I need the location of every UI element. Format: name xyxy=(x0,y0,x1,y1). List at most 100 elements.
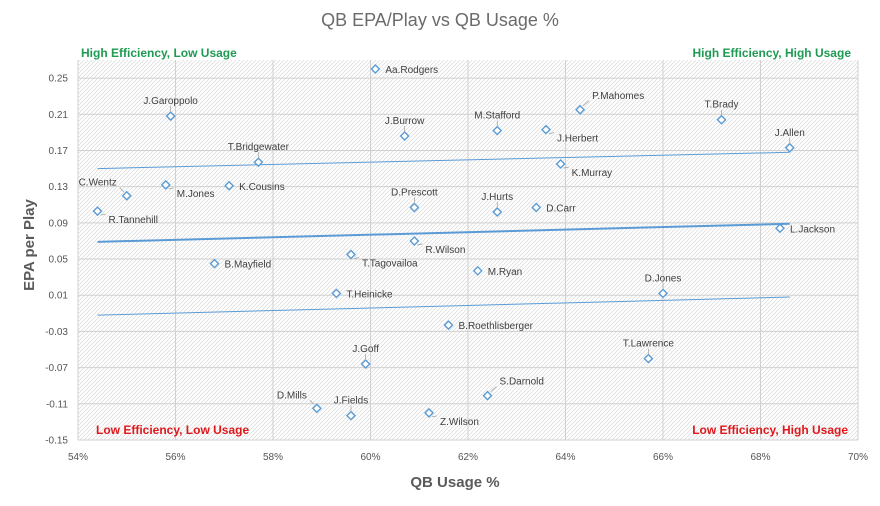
point-label-d-prescott: D.Prescott xyxy=(391,187,438,198)
y-tick-label: -0.15 xyxy=(45,436,68,447)
point-j-burrow[interactable] xyxy=(399,131,410,141)
x-tick-label: 54% xyxy=(68,452,88,463)
x-tick-label: 60% xyxy=(360,452,380,463)
point-m-jones[interactable] xyxy=(160,179,171,190)
x-tick-label: 62% xyxy=(458,452,478,463)
leader-line-z-wilson xyxy=(431,415,438,418)
y-axis-title: EPA per Play xyxy=(21,198,38,290)
point-label-l-jackson: L.Jackson xyxy=(790,224,835,235)
leader-line-m-jones xyxy=(168,187,174,190)
leader-line-j-herbert xyxy=(548,132,555,135)
point-z-wilson[interactable] xyxy=(424,407,434,418)
y-tick-label: 0.21 xyxy=(49,110,69,121)
leader-line-c-wentz xyxy=(119,187,125,192)
point-label-m-ryan: M.Ryan xyxy=(488,267,522,278)
point-d-jones[interactable] xyxy=(658,288,668,299)
leader-line-r-wilson xyxy=(417,243,423,246)
point-s-darnold[interactable] xyxy=(482,390,493,401)
point-r-wilson[interactable] xyxy=(409,235,420,246)
point-label-t-lawrence: T.Lawrence xyxy=(623,339,675,350)
point-k-murray[interactable] xyxy=(555,159,566,170)
trendline-upper-band xyxy=(97,151,790,170)
point-t-bridgewater[interactable] xyxy=(253,157,264,168)
point-label-j-herbert: J.Herbert xyxy=(557,134,598,145)
point-label-aa-rodgers: Aa.Rodgers xyxy=(385,65,438,76)
point-label-j-allen: J.Allen xyxy=(775,128,805,139)
leader-line-s-darnold xyxy=(490,386,497,392)
leader-line-r-tannehill xyxy=(100,213,106,216)
quadrant-label-top-right: High Efficiency, High Usage xyxy=(693,46,852,60)
point-d-prescott[interactable] xyxy=(409,202,420,213)
x-tick-label: 56% xyxy=(165,452,185,463)
point-label-k-murray: K.Murray xyxy=(572,168,613,179)
point-j-herbert[interactable] xyxy=(541,124,551,135)
point-label-b-roethlisberger: B.Roethlisberger xyxy=(459,321,534,332)
y-tick-label: -0.03 xyxy=(45,327,68,338)
point-t-lawrence[interactable] xyxy=(643,353,654,364)
x-tick-label: 70% xyxy=(848,452,868,463)
x-tick-label: 66% xyxy=(653,452,673,463)
leader-line-t-tagovailoa xyxy=(353,257,360,259)
y-tick-label: 0.25 xyxy=(49,74,69,85)
point-t-brady[interactable] xyxy=(716,114,727,125)
point-label-j-hurts: J.Hurts xyxy=(481,192,513,203)
point-label-d-jones: D.Jones xyxy=(645,273,682,284)
point-label-t-heinicke: T.Heinicke xyxy=(346,289,393,300)
y-tick-label: 0.13 xyxy=(49,182,69,193)
trendline-trend xyxy=(97,222,790,243)
leader-line-p-mahomes xyxy=(582,100,590,107)
point-aa-rodgers[interactable] xyxy=(370,64,381,75)
quadrant-label-top-left: High Efficiency, Low Usage xyxy=(81,46,237,60)
quadrant-label-bottom-left: Low Efficiency, Low Usage xyxy=(96,423,249,437)
x-tick-label: 68% xyxy=(750,452,770,463)
point-label-t-brady: T.Brady xyxy=(705,100,739,111)
y-tick-label: 0.01 xyxy=(49,291,69,302)
point-label-k-cousins: K.Cousins xyxy=(239,182,285,193)
x-axis-title: QB Usage % xyxy=(410,474,499,491)
point-d-mills[interactable] xyxy=(311,403,322,414)
leader-line-d-mills xyxy=(309,400,315,405)
point-l-jackson[interactable] xyxy=(775,223,785,234)
point-label-j-burrow: J.Burrow xyxy=(385,116,425,127)
point-c-wentz[interactable] xyxy=(121,190,132,201)
point-b-roethlisberger[interactable] xyxy=(443,320,454,331)
point-j-garoppolo[interactable] xyxy=(165,111,176,122)
y-tick-label: 0.05 xyxy=(49,255,69,266)
y-tick-label: -0.07 xyxy=(45,363,68,374)
point-p-mahomes[interactable] xyxy=(575,104,586,115)
point-label-d-mills: D.Mills xyxy=(277,390,307,401)
point-label-t-bridgewater: T.Bridgewater xyxy=(228,142,290,153)
point-j-fields[interactable] xyxy=(346,410,356,421)
point-j-hurts[interactable] xyxy=(492,207,503,217)
point-k-cousins[interactable] xyxy=(224,180,235,191)
point-b-mayfield[interactable] xyxy=(209,258,220,269)
point-r-tannehill[interactable] xyxy=(92,206,103,217)
point-label-t-tagovailoa: T.Tagovailoa xyxy=(362,259,418,270)
point-label-j-goff: J.Goff xyxy=(352,344,379,355)
point-label-r-tannehill: R.Tannehill xyxy=(109,215,158,226)
point-m-ryan[interactable] xyxy=(472,265,483,276)
point-j-goff[interactable] xyxy=(360,359,371,369)
trendline-lower-band xyxy=(97,296,790,316)
leader-line-k-murray xyxy=(563,166,569,169)
point-t-heinicke[interactable] xyxy=(331,288,342,299)
point-m-stafford[interactable] xyxy=(492,125,503,136)
point-label-j-garoppolo: J.Garoppolo xyxy=(143,96,198,107)
point-label-j-fields: J.Fields xyxy=(334,396,368,407)
point-label-m-jones: M.Jones xyxy=(177,189,215,200)
point-d-carr[interactable] xyxy=(531,202,542,213)
y-tick-label: -0.11 xyxy=(46,399,68,410)
point-label-d-carr: D.Carr xyxy=(546,203,576,214)
point-label-m-stafford: M.Stafford xyxy=(474,111,520,122)
point-label-z-wilson: Z.Wilson xyxy=(440,417,479,428)
point-t-tagovailoa[interactable] xyxy=(346,249,356,260)
y-tick-label: 0.17 xyxy=(49,146,69,157)
chart-title: QB EPA/Play vs QB Usage % xyxy=(321,10,559,30)
point-label-r-wilson: R.Wilson xyxy=(425,245,465,256)
point-j-allen[interactable] xyxy=(784,142,795,153)
point-label-p-mahomes: P.Mahomes xyxy=(592,91,644,102)
point-label-b-mayfield: B.Mayfield xyxy=(225,260,272,271)
x-tick-label: 58% xyxy=(263,452,283,463)
